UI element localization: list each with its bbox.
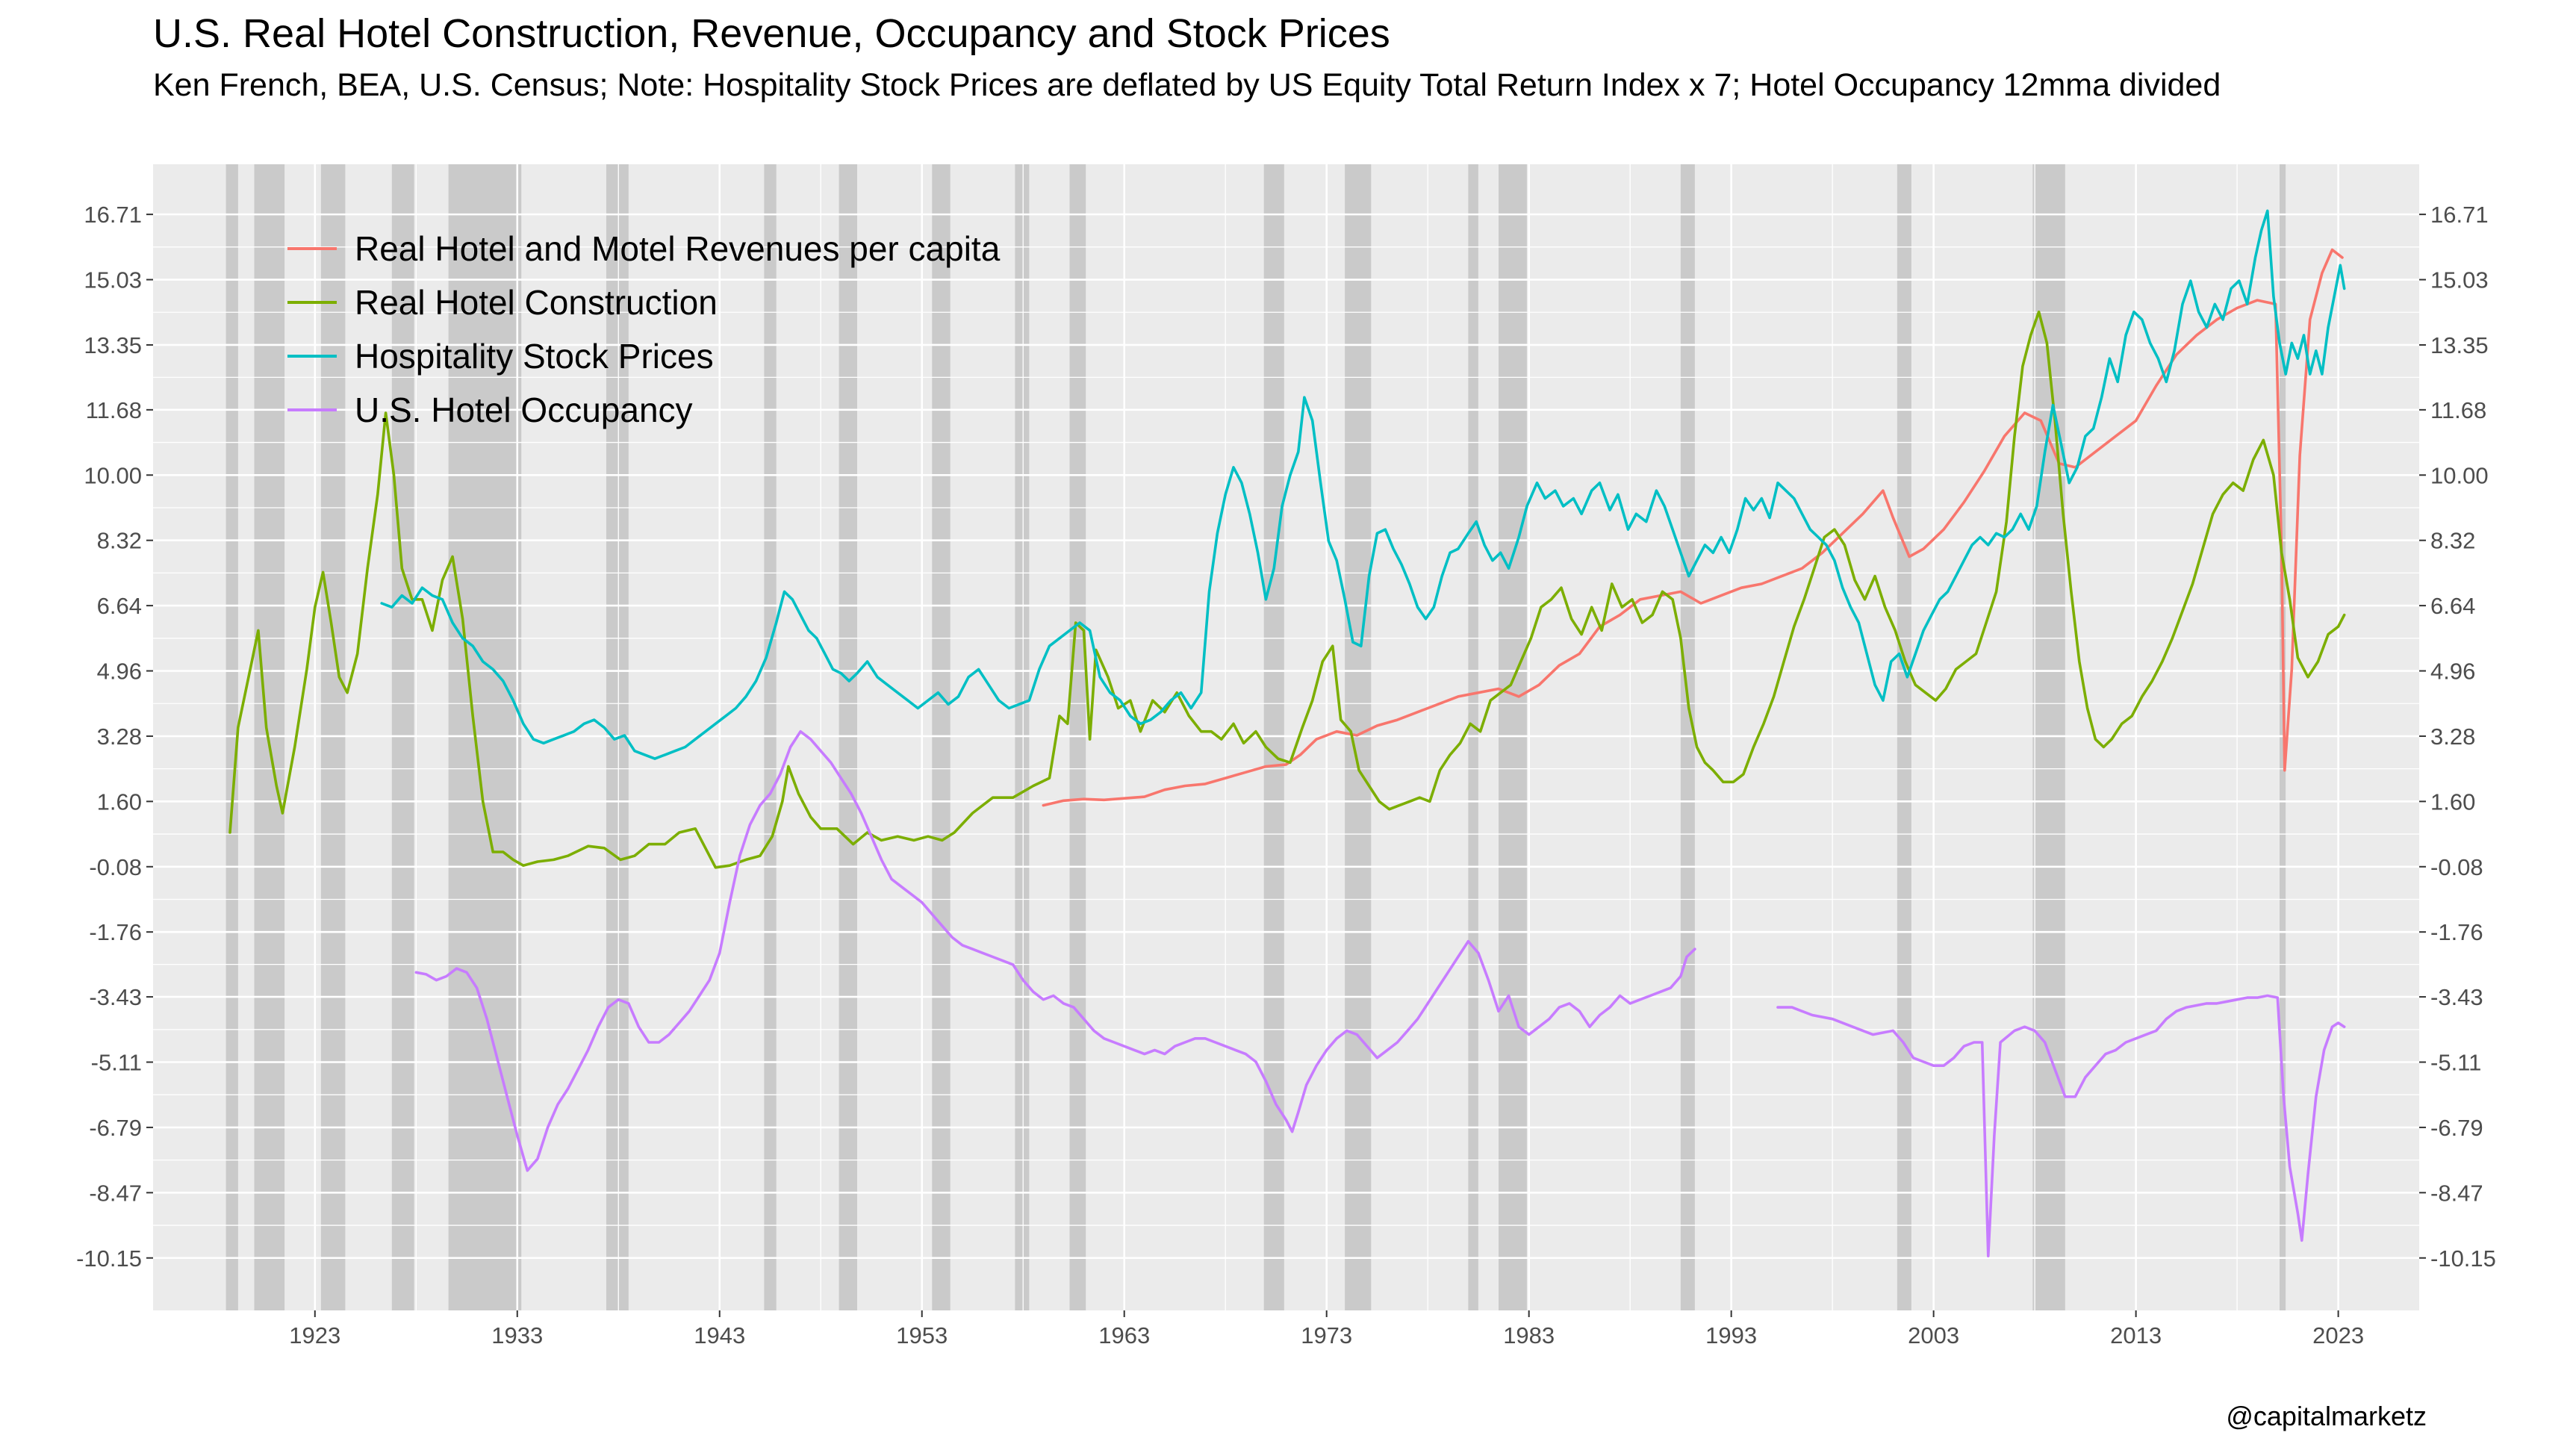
y-tick-label-right: 6.64 bbox=[2430, 593, 2475, 619]
y-tick-label-left: 8.32 bbox=[97, 528, 142, 554]
y-tick-label-right: -10.15 bbox=[2430, 1245, 2496, 1272]
y-tick-label-right: -8.47 bbox=[2430, 1180, 2483, 1206]
recession-band-17 bbox=[2032, 164, 2065, 1310]
x-tick-label: 1983 bbox=[1503, 1322, 1555, 1348]
series-line-0 bbox=[1042, 248, 2344, 807]
y-tick-label-left: 15.03 bbox=[84, 267, 142, 293]
y-tick-label-right: 16.71 bbox=[2430, 202, 2489, 228]
y-tick-label-left: -10.15 bbox=[76, 1245, 142, 1272]
y-tick-label-right: 11.68 bbox=[2430, 397, 2486, 423]
y-tick-label-left: 6.64 bbox=[97, 593, 142, 619]
credit-text: @capitalmarketz bbox=[2226, 1401, 2427, 1431]
recession-band-16 bbox=[1897, 164, 1911, 1310]
x-tick-label: 1963 bbox=[1098, 1322, 1150, 1348]
y-tick-label-left: 10.00 bbox=[84, 462, 142, 488]
y-tick-label-right: 4.96 bbox=[2430, 659, 2475, 685]
y-tick-label-left: -6.79 bbox=[89, 1115, 142, 1141]
series-line-1 bbox=[228, 310, 2346, 869]
recession-band-9 bbox=[1015, 164, 1030, 1310]
recession-band-1 bbox=[254, 164, 285, 1310]
y-tick-label-right: 15.03 bbox=[2430, 267, 2489, 293]
legend-label-3: U.S. Hotel Occupancy bbox=[355, 391, 693, 429]
y-tick-label-right: -0.08 bbox=[2430, 854, 2483, 880]
legend-label-0: Real Hotel and Motel Revenues per capita bbox=[355, 229, 1001, 268]
legend-label-2: Hospitality Stock Prices bbox=[355, 337, 714, 376]
x-tick-label: 2003 bbox=[1908, 1322, 1959, 1348]
chart-title: U.S. Real Hotel Construction, Revenue, O… bbox=[153, 11, 1390, 56]
series-line-3-seg1 bbox=[1776, 994, 2346, 1257]
x-tick-label: 1943 bbox=[694, 1322, 745, 1348]
y-tick-label-left: -5.11 bbox=[91, 1050, 142, 1076]
legend: Real Hotel and Motel Revenues per capita… bbox=[287, 229, 1001, 429]
y-tick-label-right: 10.00 bbox=[2430, 462, 2489, 488]
y-tick-label-right: -5.11 bbox=[2430, 1050, 2481, 1076]
y-tick-label-left: -0.08 bbox=[89, 854, 142, 880]
y-tick-label-left: 3.28 bbox=[97, 724, 142, 750]
y-tick-label-left: 13.35 bbox=[84, 332, 142, 358]
y-tick-label-left: -8.47 bbox=[89, 1180, 142, 1206]
y-tick-label-left: -3.43 bbox=[89, 984, 142, 1010]
y-tick-label-left: 4.96 bbox=[97, 659, 142, 685]
y-tick-label-right: -6.79 bbox=[2430, 1115, 2483, 1141]
y-tick-label-right: -1.76 bbox=[2430, 919, 2483, 945]
series-line-3-seg0 bbox=[414, 729, 1696, 1172]
recession-band-6 bbox=[764, 164, 777, 1310]
recession-band-2 bbox=[320, 164, 346, 1310]
recession-band-4 bbox=[448, 164, 522, 1310]
recession-band-13 bbox=[1468, 164, 1478, 1310]
x-tick-label: 1973 bbox=[1301, 1322, 1352, 1348]
y-tick-label-right: 13.35 bbox=[2430, 332, 2489, 358]
gridlines bbox=[153, 164, 2419, 1310]
x-tick-label: 1933 bbox=[491, 1322, 543, 1348]
y-tick-label-left: 16.71 bbox=[84, 202, 142, 228]
x-tick-label: 1953 bbox=[896, 1322, 948, 1348]
x-tick-label: 1923 bbox=[289, 1322, 340, 1348]
series-line-2 bbox=[380, 209, 2346, 760]
legend-label-1: Real Hotel Construction bbox=[355, 283, 718, 322]
recession-band-18 bbox=[2280, 164, 2286, 1310]
recession-band-0 bbox=[225, 164, 238, 1310]
x-tick-label: 2023 bbox=[2312, 1322, 2364, 1348]
recession-band-15 bbox=[1680, 164, 1695, 1310]
y-tick-label-left: 1.60 bbox=[97, 788, 142, 815]
x-tick-label: 2013 bbox=[2110, 1322, 2162, 1348]
y-tick-label-right: 3.28 bbox=[2430, 724, 2475, 750]
recession-band-14 bbox=[1499, 164, 1527, 1310]
recession-band-7 bbox=[839, 164, 857, 1310]
axes: 16.71 16.71 15.03 15.03 13.35 13.35 11.68 11.68… bbox=[76, 202, 2496, 1348]
y-tick-label-right: 8.32 bbox=[2430, 528, 2475, 554]
x-tick-label: 1993 bbox=[1705, 1322, 1757, 1348]
y-tick-label-left: -1.76 bbox=[89, 919, 142, 945]
recession-band-11 bbox=[1263, 164, 1284, 1310]
y-tick-label-left: 11.68 bbox=[86, 397, 142, 423]
recession-band-3 bbox=[391, 164, 414, 1310]
chart-subtitle: Ken French, BEA, U.S. Census; Note: Hosp… bbox=[153, 67, 2221, 103]
series-lines bbox=[228, 209, 2346, 1257]
recession-band-10 bbox=[1069, 164, 1086, 1310]
y-tick-label-right: 1.60 bbox=[2430, 788, 2475, 815]
recession-band-12 bbox=[1345, 164, 1372, 1310]
recession-band-8 bbox=[932, 164, 951, 1310]
y-tick-label-right: -3.43 bbox=[2430, 984, 2483, 1010]
